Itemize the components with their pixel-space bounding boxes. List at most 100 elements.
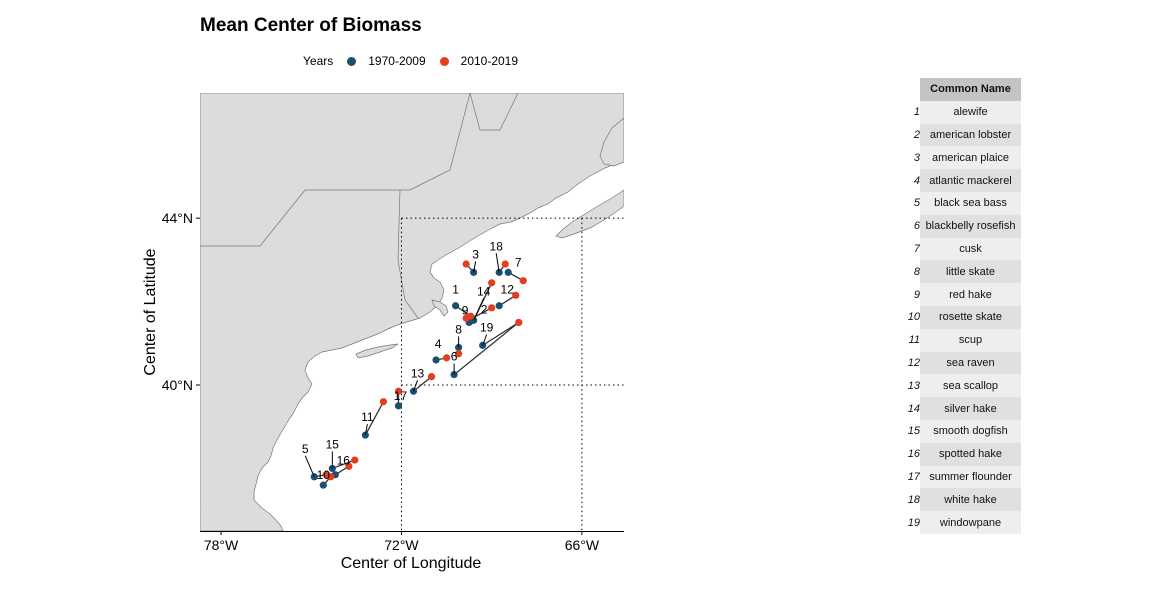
point-label: 6 (451, 350, 458, 364)
table-row: 12 sea raven (898, 351, 1021, 375)
table-row-index: 9 (913, 288, 920, 301)
label-leader-line (413, 380, 418, 392)
table-row-common-name: rosette skate (920, 305, 1021, 329)
table-row: 4 atlantic mackerel (898, 169, 1021, 192)
point-label: 19 (480, 320, 494, 334)
table-row-common-name: blackbelly rosefish (920, 214, 1021, 238)
land-mainland (200, 93, 624, 531)
point-label: 5 (302, 442, 309, 456)
data-point (379, 398, 388, 406)
table-row: 9 red hake (898, 283, 1021, 306)
table-row-index: 10 (907, 311, 920, 324)
point-label: 8 (455, 322, 462, 336)
data-point (432, 356, 440, 364)
label-leader-line (304, 455, 315, 477)
legend-dot-2010-2019 (439, 56, 449, 66)
point-label: 2 (481, 302, 488, 316)
table-row-index: 17 (907, 470, 920, 483)
data-point (452, 302, 460, 310)
point-label: 17 (394, 389, 408, 403)
point-label: 12 (501, 283, 515, 297)
table-row-common-name: black sea bass (920, 191, 1021, 215)
data-points (310, 260, 527, 489)
point-label: 16 (337, 454, 351, 468)
data-point (495, 302, 503, 310)
connector-line (413, 376, 432, 392)
land-cape-cod (431, 299, 449, 317)
table-row-index: 13 (907, 379, 920, 392)
data-point (488, 304, 496, 312)
data-point (442, 354, 451, 362)
table-row-index: 6 (913, 220, 920, 233)
table-row: 8 little skate (898, 260, 1021, 284)
table-row-common-name: scup (920, 328, 1021, 352)
data-point (501, 260, 509, 268)
table-row: 2 american lobster (898, 123, 1021, 147)
table-row-index: 18 (907, 493, 920, 506)
land-long-island (355, 343, 399, 359)
x-tick-label: 78°W (204, 537, 239, 553)
data-point (515, 318, 523, 327)
y-axis-ticks: 40°N 44°N (162, 210, 200, 393)
label-leader-line (364, 423, 368, 436)
x-axis-ticks: 78°W 72°W 66°W (204, 531, 600, 553)
table-row-index: 8 (913, 265, 920, 278)
label-leader-line (473, 298, 485, 321)
data-point (319, 481, 327, 489)
point-label: 4 (435, 337, 442, 351)
connector-line (364, 401, 385, 436)
legend-label-1970-2009: 1970-2009 (368, 54, 426, 68)
x-axis-label: Center of Longitude (341, 555, 482, 572)
label-leader-line (482, 334, 488, 346)
table-row: 17 summer flounder (898, 465, 1021, 489)
table-row-common-name: summer flounder (920, 465, 1021, 489)
table-row-common-name: american plaice (920, 146, 1021, 170)
table-row-common-name: windowpane (920, 511, 1021, 534)
table-row-common-name: little skate (920, 260, 1021, 284)
y-tick-label: 44°N (162, 210, 193, 226)
data-point (345, 462, 353, 470)
table-row: 6 blackbelly rosefish (898, 214, 1021, 238)
table-row-common-name: sea raven (920, 351, 1021, 375)
data-point (512, 291, 520, 299)
table-row: 10 rosette skate (898, 305, 1021, 329)
border-us-canada (200, 93, 471, 247)
data-point (351, 456, 359, 464)
point-label: 10 (317, 468, 331, 482)
label-leader-line (473, 261, 477, 273)
table-row-common-name: spotted hake (920, 442, 1021, 466)
table-row-index: 5 (913, 197, 920, 210)
reference-lines (400, 217, 624, 531)
table-row: 1 alewife (898, 100, 1021, 124)
map-land (200, 93, 624, 531)
species-table: Common Name 1 alewife 2 american lobster 3 am… (898, 78, 1021, 534)
table-header-row: Common Name (898, 78, 1021, 101)
table-row-common-name: smooth dogfish (920, 419, 1021, 443)
table-row: 3 american plaice (898, 146, 1021, 170)
data-point (462, 260, 470, 268)
point-label: 9 (462, 303, 469, 317)
data-point (427, 373, 436, 381)
land-newfoundland (599, 117, 624, 167)
table-row: 13 sea scallop (898, 374, 1021, 398)
table-row-common-name: white hake (920, 488, 1021, 512)
connector-line (332, 459, 356, 470)
table-row-common-name: atlantic mackerel (920, 169, 1021, 192)
point-label: 1 (452, 283, 459, 297)
data-point (455, 350, 463, 358)
table-row-index: 4 (913, 174, 920, 187)
table-row-index: 7 (913, 242, 920, 255)
table-row: 11 scup (898, 328, 1021, 352)
table-body: 1 alewife 2 american lobster 3 american plaic… (898, 100, 1021, 534)
land-nova-scotia (555, 189, 624, 239)
border-maine (469, 93, 519, 131)
data-point (394, 387, 403, 395)
table-header-common-name: Common Name (920, 78, 1021, 101)
y-tick-label: 40°N (162, 377, 193, 393)
table-row: 16 spotted hake (898, 442, 1021, 466)
table-row-common-name: sea scallop (920, 374, 1021, 398)
point-label: 3 (472, 247, 479, 261)
point-label: 15 (326, 437, 340, 451)
